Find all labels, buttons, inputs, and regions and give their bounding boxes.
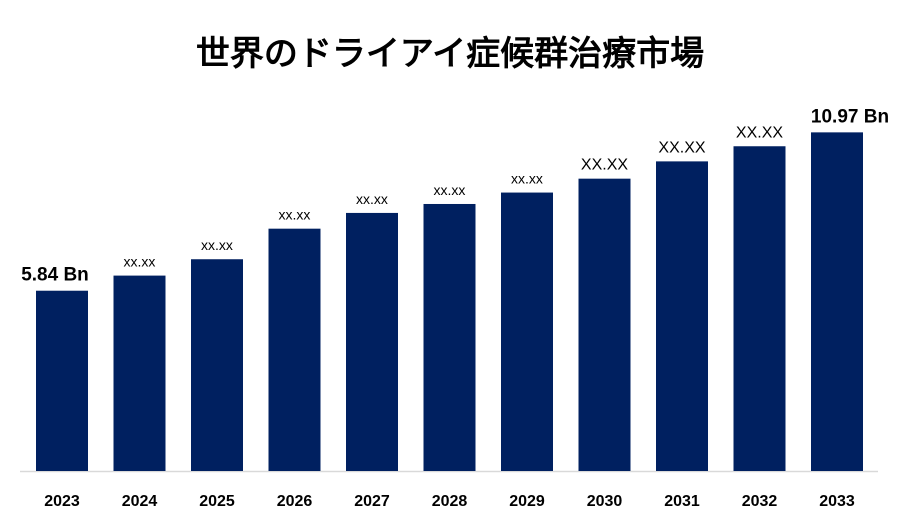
x-tick-label-2031: 2031 — [664, 493, 700, 510]
x-tick-label-2025: 2025 — [199, 493, 235, 510]
chart-title: 世界のドライアイ症候群治療市場 — [195, 34, 705, 74]
bar-2027 — [346, 212, 398, 472]
bar-2033 — [811, 132, 863, 471]
x-tick-label-2023: 2023 — [44, 493, 80, 510]
bar-2024 — [113, 275, 166, 471]
data-label-2030: XX.XX — [581, 157, 628, 174]
data-label-2033: 10.97 Bn — [811, 106, 889, 127]
x-tick-label-2024: 2024 — [122, 493, 158, 510]
data-label-2023: 5.84 Bn — [21, 265, 89, 286]
x-tick-label-2028: 2028 — [432, 493, 468, 510]
bar-2028 — [423, 203, 476, 471]
data-label-2024: xx.xx — [124, 254, 156, 270]
x-tick-label-2033: 2033 — [819, 493, 855, 510]
x-tick-label-2027: 2027 — [354, 493, 390, 510]
bar-2029 — [501, 192, 553, 471]
data-label-2029: xx.xx — [511, 171, 543, 187]
data-label-2026: xx.xx — [279, 207, 311, 223]
data-label-2031: XX.XX — [658, 139, 705, 156]
x-tick-label-2029: 2029 — [509, 493, 545, 510]
data-label-2027: xx.xx — [356, 191, 388, 207]
x-tick-label-2030: 2030 — [587, 493, 623, 510]
bar-2026 — [268, 228, 321, 471]
data-label-2028: xx.xx — [434, 182, 466, 198]
x-tick-label-2026: 2026 — [277, 493, 313, 510]
bar-2023 — [36, 290, 88, 471]
x-tick-label-2032: 2032 — [742, 493, 778, 510]
bar-2032 — [733, 146, 786, 471]
data-label-2032: XX.XX — [736, 124, 783, 141]
bar-2030 — [578, 178, 631, 471]
data-label-2025: xx.xx — [201, 237, 233, 253]
bar-2031 — [656, 161, 708, 471]
bar-2025 — [191, 259, 243, 471]
